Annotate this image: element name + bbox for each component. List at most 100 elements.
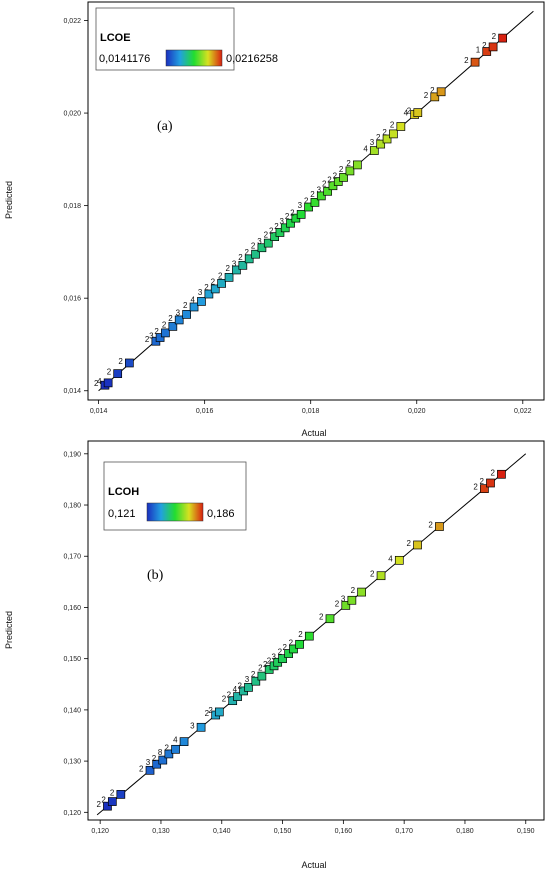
data-point-marker (275, 228, 285, 237)
data-point: 2 (490, 468, 506, 479)
data-point-marker (339, 173, 348, 182)
data-point-marker (179, 737, 189, 746)
data-point-marker (396, 122, 406, 131)
data-point-count-label: 3 (298, 201, 303, 210)
data-point: 2 (298, 630, 314, 641)
data-point-marker (103, 378, 113, 388)
data-point: 2 (351, 586, 366, 597)
x-tick-label: 0,018 (302, 408, 320, 415)
data-point: 3 (176, 308, 191, 319)
data-point: 2 (107, 368, 123, 378)
data-point-count-label: 2 (298, 630, 303, 639)
panel-label-b: (b) (147, 568, 164, 583)
legend-min-a: 0,0141176 (99, 53, 150, 65)
data-point-marker (413, 540, 422, 550)
data-point: 2 (154, 327, 170, 338)
data-point: 4 (97, 377, 113, 388)
data-point: 3 (232, 259, 248, 270)
data-point: 2 (204, 283, 220, 294)
data-point-count-label: 2 (145, 335, 150, 344)
data-point-count-label: 2 (227, 691, 232, 700)
data-point-count-label: 2 (204, 283, 209, 292)
data-point-marker (197, 297, 206, 306)
data-point-marker (251, 676, 261, 686)
data-point-marker (189, 302, 199, 312)
data-point-count-label: 3 (257, 237, 262, 246)
data-point-marker (341, 601, 351, 610)
data-point-marker (480, 484, 489, 493)
data-point-count-label: 3 (232, 259, 237, 268)
data-point-marker (155, 333, 165, 342)
data-point-marker (357, 587, 366, 597)
data-point: 2 (218, 271, 234, 282)
data-point-count-label: 2 (479, 477, 484, 486)
data-point-marker (257, 671, 267, 681)
data-point: 4 (363, 145, 379, 155)
y-tick-label: 0,018 (63, 203, 81, 210)
data-point-marker (323, 186, 333, 196)
data-point-count-label: 2 (310, 190, 315, 199)
data-point-marker (382, 134, 392, 144)
data-point: 2 (225, 264, 241, 275)
data-point: 2 (251, 242, 267, 253)
legend-b: LCOH 0,121 0,186 (103, 461, 247, 531)
data-point-count-label: 2 (238, 253, 243, 262)
y-tick-label: 0,140 (63, 707, 81, 714)
data-point: 2 (482, 41, 498, 52)
data-point: 3 (317, 185, 333, 196)
data-point-marker (369, 146, 379, 155)
data-point-marker (470, 57, 480, 67)
data-point-marker (244, 682, 253, 692)
legend-max-b: 0,186 (207, 508, 235, 520)
data-point-marker (103, 801, 112, 811)
data-point-count-label: 2 (285, 212, 290, 221)
colorbar-a (165, 49, 223, 67)
data-point-marker (158, 755, 168, 765)
data-point-count-label: 2 (333, 171, 338, 180)
x-tick-label: 0,120 (91, 828, 109, 835)
data-point: 2 (492, 32, 507, 43)
data-point: 4 (388, 554, 404, 565)
data-point-count-label: 2 (165, 743, 170, 752)
x-tick-label: 0,130 (152, 828, 170, 835)
data-point-count-label: 2 (274, 222, 279, 231)
axis-ticks-b: 0,120 0,130 0,140 0,150 0,160 0,170 0,180 0,190… (63, 451, 534, 835)
data-point-count-label: 2 (205, 709, 210, 718)
data-point-count-label: 2 (370, 570, 375, 579)
data-point-count-label: 2 (390, 120, 395, 129)
data-point-marker (204, 289, 214, 299)
data-point: 2 (428, 521, 444, 531)
data-point-marker (232, 265, 241, 275)
data-point-count-label: 4 (173, 736, 178, 745)
data-point-count-label: 2 (110, 788, 115, 797)
data-point-marker (107, 797, 117, 806)
data-point-count-label: 2 (152, 754, 157, 763)
data-point-count-label: 4 (233, 685, 238, 694)
data-point-marker (353, 160, 362, 170)
chart-panel-b: 0,120 0,130 0,140 0,150 0,160 0,170 0,180 0,190… (4, 440, 545, 870)
data-point-count-label: 3 (176, 308, 181, 317)
data-point-marker (233, 692, 242, 701)
data-point: 3 (149, 332, 165, 342)
data-point-count-label: 2 (269, 226, 274, 235)
data-point-count-label: 2 (251, 670, 256, 679)
data-point-marker (497, 469, 506, 479)
data-point-marker (174, 315, 184, 325)
x-tick-label: 0,020 (408, 408, 426, 415)
data-point-marker (436, 87, 446, 97)
data-point-marker (113, 369, 123, 378)
y-tick-label: 0,016 (63, 296, 81, 303)
data-point-count-label: 2 (168, 314, 173, 323)
data-point: 2 (162, 320, 178, 331)
data-point-count-label: 2 (139, 764, 144, 773)
data-point-count-label: 2 (382, 128, 387, 137)
data-point-marker (145, 765, 155, 775)
y-tick-label: 0,130 (63, 759, 81, 766)
data-point: 2 (333, 171, 348, 182)
y-tick-label: 0,170 (63, 554, 81, 561)
data-point-count-label: 2 (327, 176, 332, 185)
x-tick-label: 0,160 (335, 828, 353, 835)
data-point: 3 (298, 201, 313, 212)
data-point-count-label: 2 (407, 107, 412, 116)
